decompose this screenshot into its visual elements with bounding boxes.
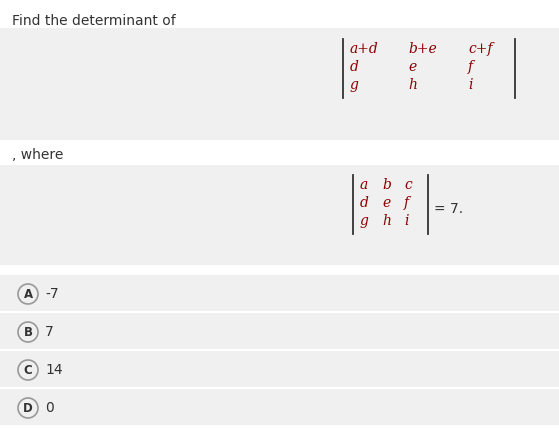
FancyBboxPatch shape bbox=[0, 389, 559, 425]
FancyBboxPatch shape bbox=[0, 275, 559, 311]
Text: f: f bbox=[468, 60, 473, 74]
Text: b+e: b+e bbox=[408, 42, 437, 56]
Text: B: B bbox=[23, 326, 32, 338]
Text: C: C bbox=[23, 363, 32, 377]
Text: Find the determinant of: Find the determinant of bbox=[12, 14, 176, 28]
Text: h: h bbox=[408, 78, 417, 92]
Text: a: a bbox=[360, 178, 368, 192]
Text: c: c bbox=[404, 178, 412, 192]
FancyBboxPatch shape bbox=[0, 28, 559, 140]
Text: a+d: a+d bbox=[350, 42, 379, 56]
Text: 0: 0 bbox=[45, 401, 54, 415]
Text: -7: -7 bbox=[45, 287, 59, 301]
Text: d: d bbox=[360, 196, 369, 210]
FancyBboxPatch shape bbox=[0, 165, 559, 265]
Text: e: e bbox=[382, 196, 390, 210]
Text: A: A bbox=[23, 288, 32, 301]
Text: e: e bbox=[408, 60, 416, 74]
FancyBboxPatch shape bbox=[0, 351, 559, 387]
Text: g: g bbox=[350, 78, 359, 92]
Text: = 7.: = 7. bbox=[434, 202, 463, 216]
Text: f: f bbox=[404, 196, 409, 210]
Text: g: g bbox=[360, 214, 369, 228]
Text: i: i bbox=[468, 78, 472, 92]
Text: i: i bbox=[404, 214, 409, 228]
Text: c+f: c+f bbox=[468, 42, 492, 56]
Text: b: b bbox=[382, 178, 391, 192]
Text: 7: 7 bbox=[45, 325, 54, 339]
Text: , where: , where bbox=[12, 148, 63, 162]
Text: d: d bbox=[350, 60, 359, 74]
Text: h: h bbox=[382, 214, 391, 228]
FancyBboxPatch shape bbox=[0, 313, 559, 349]
Text: 14: 14 bbox=[45, 363, 63, 377]
Text: D: D bbox=[23, 402, 33, 415]
